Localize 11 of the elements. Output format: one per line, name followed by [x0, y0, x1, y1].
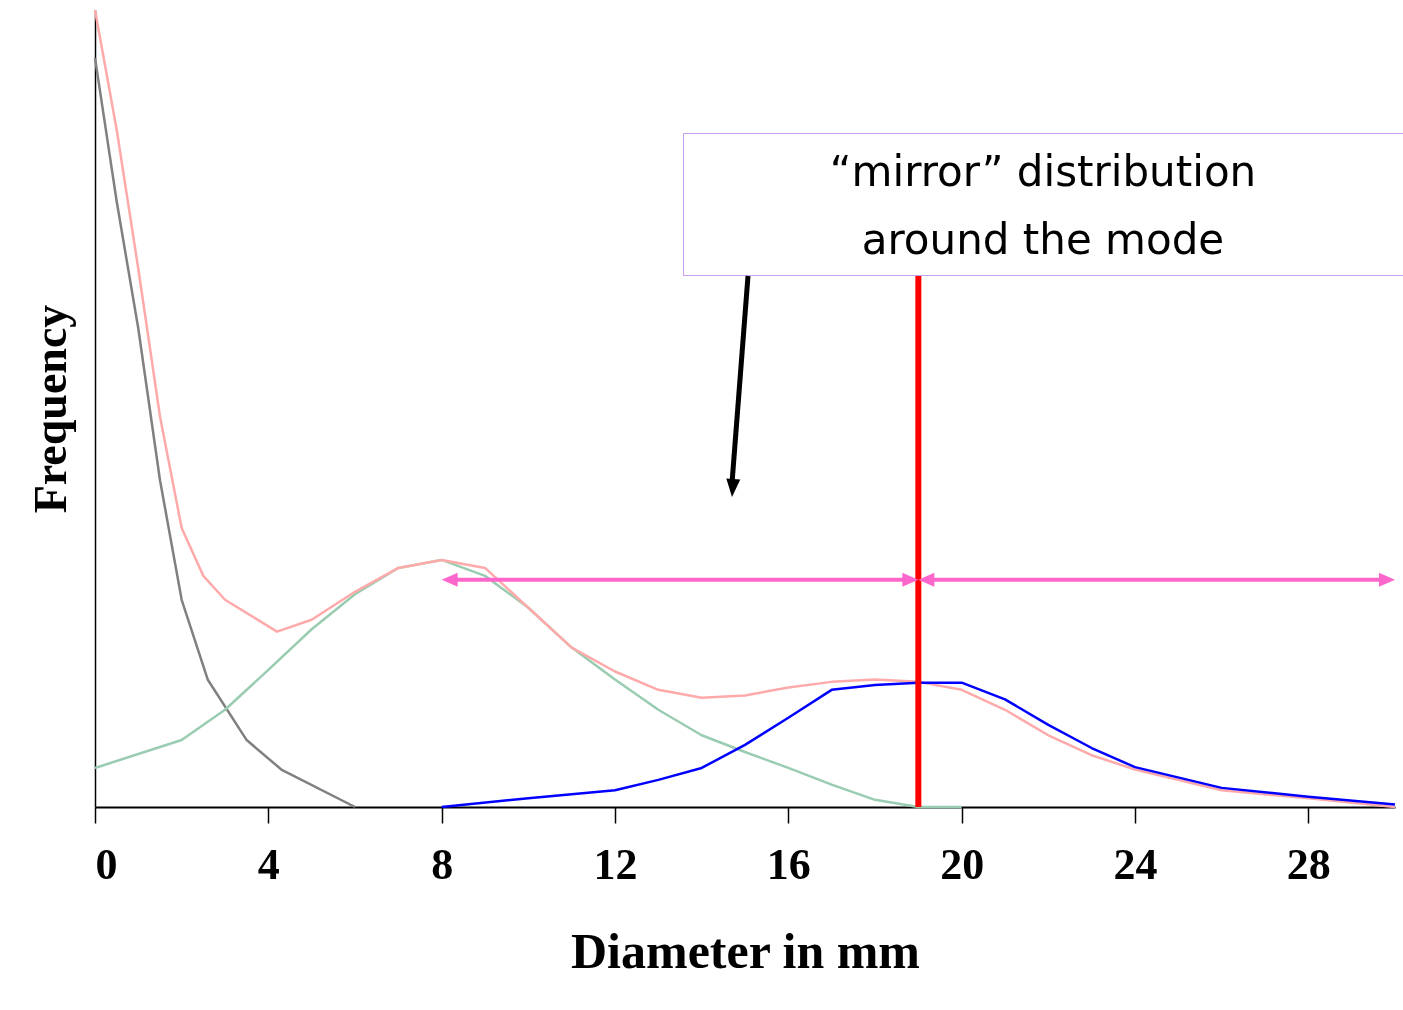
- x-tick-label: 24: [1113, 839, 1158, 889]
- x-tick-label: 16: [766, 839, 811, 889]
- x-tick-label: 28: [1286, 839, 1331, 889]
- text-box: “mirror” distribution around the mode: [683, 133, 1403, 276]
- x-tick-label: 12: [593, 839, 638, 889]
- x-tick-label: 20: [940, 839, 985, 889]
- x-tick-label: 8: [431, 839, 454, 889]
- x-axis-title: Diameter in mm: [571, 922, 920, 979]
- y-axis-title: Frequency: [24, 304, 76, 514]
- x-tick-label: 0: [95, 839, 118, 889]
- x-tick-label: 4: [257, 839, 280, 889]
